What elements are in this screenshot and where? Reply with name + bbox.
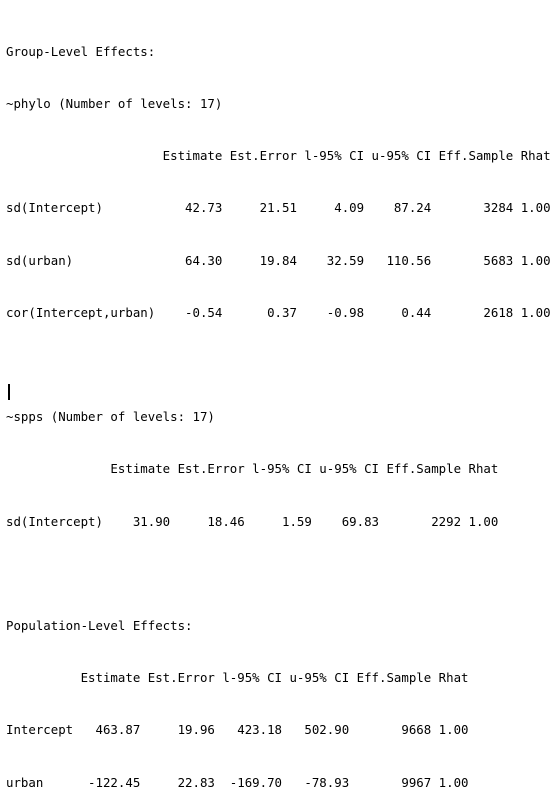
phylo-row-sd-intercept: sd(Intercept) 42.73 21.51 4.09 87.24 328… [6, 200, 551, 216]
console-output: Group-Level Effects: ~phylo (Number of l… [6, 8, 552, 808]
population-column-header: Estimate Est.Error l-95% CI u-95% CI Eff… [6, 670, 469, 686]
population-level-header: Population-Level Effects: [6, 618, 200, 634]
population-row-intercept: Intercept 463.87 19.96 423.18 502.90 966… [6, 722, 469, 738]
spps-row-sd-intercept: sd(Intercept) 31.90 18.46 1.59 69.83 229… [6, 513, 499, 529]
phylo-column-header: Estimate Est.Error l-95% CI u-95% CI Eff… [6, 148, 551, 164]
blank-line [6, 356, 552, 373]
blank-line [6, 565, 552, 582]
phylo-row-sd-urban: sd(urban) 64.30 19.84 32.59 110.56 5683 … [6, 252, 551, 268]
population-row-urban: urban -122.45 22.83 -169.70 -78.93 9967 … [6, 774, 469, 790]
phylo-label: ~phylo (Number of levels: 17) [6, 96, 230, 112]
spps-label: ~spps (Number of levels: 17) [6, 409, 223, 425]
group-level-header: Group-Level Effects: [6, 43, 163, 59]
spps-column-header: Estimate Est.Error l-95% CI u-95% CI Eff… [6, 461, 499, 477]
text-cursor[interactable] [8, 384, 10, 400]
phylo-row-cor-intercept-urban: cor(Intercept,urban) -0.54 0.37 -0.98 0.… [6, 304, 551, 320]
